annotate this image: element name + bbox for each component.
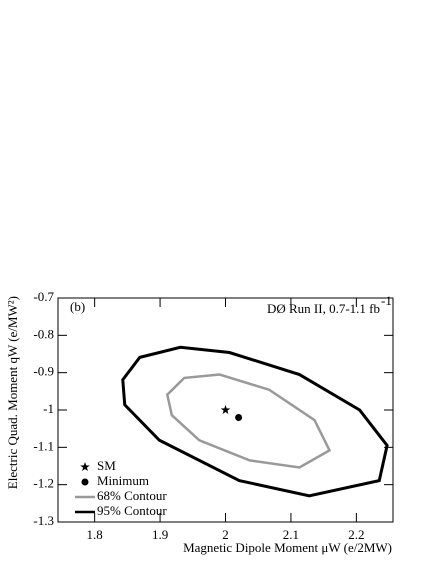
legend-label: SM [97,458,116,473]
x-tick-label: 2 [222,527,229,542]
annotation-superscript: -1 [381,293,392,308]
x-tick-label: 1.8 [87,527,103,542]
x-tick-label: 2.1 [283,527,299,542]
legend-star [80,462,90,472]
contour [121,345,389,498]
y-tick-label: -1 [43,401,54,416]
legend-label: Minimum [97,473,149,488]
x-tick-label: 2.2 [348,527,364,542]
sm-point [220,405,231,415]
y-tick-label: -1.2 [33,476,54,491]
minimum-point [235,413,243,421]
x-tick-label: 1.9 [152,527,168,542]
y-axis-label: Electric Quad. Moment qW (e/MW²) [5,296,20,489]
y-tick-label: -0.8 [33,326,54,341]
legend-label: 95% Contour [97,503,167,518]
x-axis-label: Magnetic Dipole Moment μW (e/2MW) [183,540,392,555]
y-tick-label: -1.1 [33,438,54,453]
panel-label: (b) [70,299,85,314]
y-tick-label: -0.9 [33,364,54,379]
contour [165,373,332,469]
y-tick-label: -1.3 [33,513,54,528]
annotation: DØ Run II, 0.7-1.1 fb [267,301,380,316]
y-tick-label: -0.7 [33,289,54,304]
legend-dot [81,478,89,486]
legend-label: 68% Contour [97,488,167,503]
